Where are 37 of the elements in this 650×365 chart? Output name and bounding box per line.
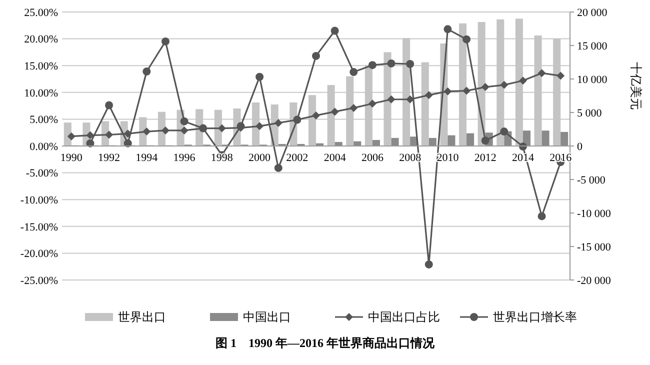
legend-label: 世界出口增长率	[493, 310, 577, 324]
y-tick-label: 5.00%	[30, 114, 58, 126]
x-tick-label: 2004	[324, 152, 346, 164]
x-tick-label: 1990	[60, 152, 83, 164]
x-tick-label: 1998	[210, 152, 234, 164]
x-tick-label: 2002	[286, 152, 308, 164]
legend-label: 世界出口	[118, 310, 166, 324]
text: 图 1 1990 年—2016 年世界商品出口情况	[216, 336, 436, 350]
y2-tick-label: -20 000	[577, 274, 612, 287]
y-tick-label: 25.00%	[24, 6, 58, 19]
y-tick-label: -20.00%	[20, 248, 58, 260]
y-tick-label: 10.00%	[24, 87, 58, 100]
y2-tick-label: -5 000	[577, 174, 606, 186]
y-tick-label: -15.00%	[20, 221, 58, 234]
y2-tick-label: -15 000	[577, 241, 612, 254]
y2-tick-label: 20 000	[577, 6, 608, 19]
y-tick-label: -25.00%	[20, 274, 58, 287]
y2-tick-label: 5 000	[577, 107, 602, 120]
legend-label: 中国出口	[243, 310, 291, 324]
y2-tick-label: 0	[577, 140, 583, 153]
y2-tick-label: -10 000	[577, 208, 612, 220]
x-tick-label: 2000	[248, 152, 272, 164]
y2-tick-label: 15 000	[577, 40, 608, 52]
x-tick-label: 1994	[136, 152, 158, 164]
y2-tick-label: 10 000	[577, 74, 608, 86]
y2-axis-title: 十亿美元	[629, 62, 643, 110]
x-tick-label: 1996	[173, 152, 196, 164]
y-tick-label: -5.00%	[26, 168, 58, 180]
x-tick-label: 2012	[474, 152, 496, 164]
x-tick-label: 2006	[361, 152, 384, 164]
x-tick-label: 2016	[550, 152, 572, 164]
x-tick-label: 1992	[98, 152, 120, 164]
y-tick-label: 15.00%	[24, 60, 58, 72]
y-tick-label: -10.00%	[20, 194, 58, 206]
y-tick-label: 20.00%	[24, 34, 58, 46]
legend-label: 中国出口占比	[368, 310, 440, 324]
y-tick-label: 0.00%	[30, 140, 58, 153]
